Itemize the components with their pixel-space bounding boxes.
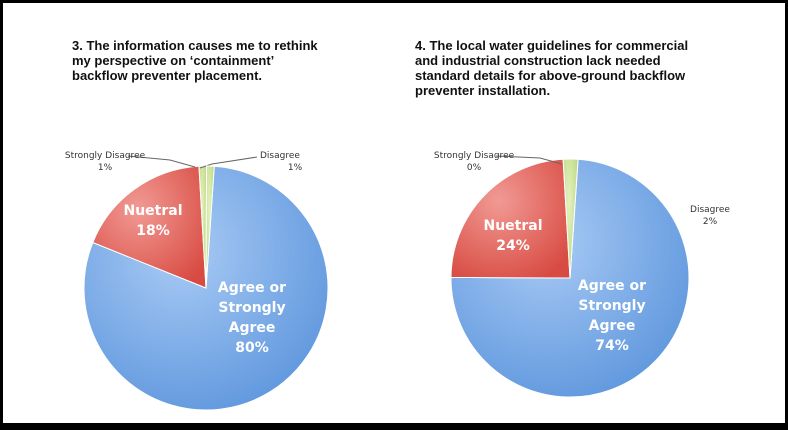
chart-title-2: 4. The local water guidelines for commer… [415,38,689,98]
pie1-slice-1 [92,165,207,289]
pie1-label-2: Disagree 1% [260,151,303,173]
pie2-slice-1 [450,158,571,279]
pie1-label-0: Agree or Strongly Agree 80% [218,280,286,356]
pie1-leader-3 [127,155,196,168]
pie2-label-1: Nuetral 24% [483,218,542,254]
pie2-label-2: Disagree 2% [690,205,730,227]
pie2-leader-3 [495,155,563,165]
pie1-label-1: Nuetral 18% [123,203,182,239]
pie1-slice-3 [205,165,215,289]
pie1-leader-2 [199,156,258,169]
chart-title-1: 3. The information causes me to rethink … [72,38,318,83]
pie2-label-0: Agree or Strongly Agree 74% [578,278,646,354]
pie1-label-3: Strongly Disagree 1% [65,151,146,173]
pie2-label-3: Strongly Disagree 0% [434,151,515,173]
pie2-slice-2 [562,158,579,279]
